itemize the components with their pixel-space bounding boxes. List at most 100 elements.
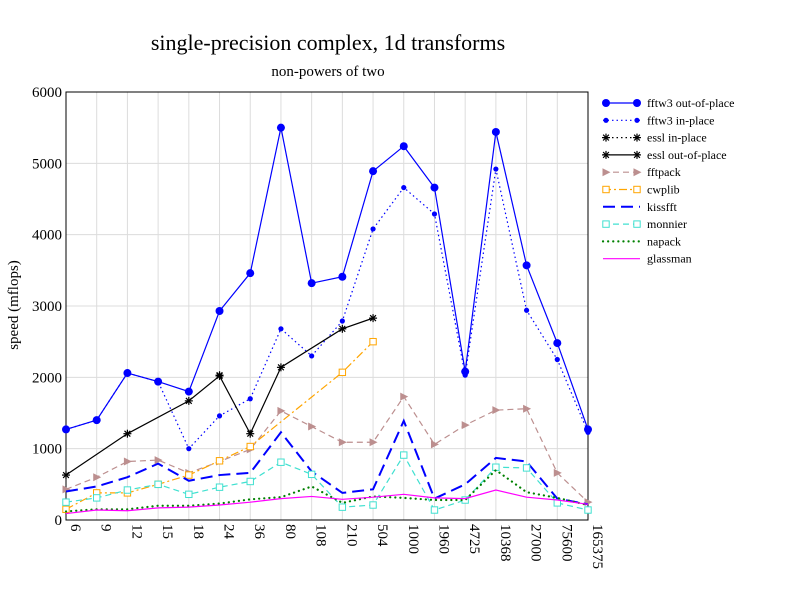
data-point <box>492 406 501 415</box>
data-point <box>369 438 378 447</box>
data-point <box>215 306 224 315</box>
data-point <box>155 379 161 385</box>
data-point <box>184 396 193 405</box>
data-point <box>633 220 641 228</box>
data-point <box>338 438 347 447</box>
data-point <box>185 471 193 479</box>
y-tick-label: 1000 <box>32 442 62 458</box>
y-axis-label: speed (mflops) <box>6 260 22 350</box>
data-point <box>276 363 285 372</box>
data-point <box>62 471 70 480</box>
x-tick-label: 75600 <box>558 524 574 562</box>
data-point <box>602 150 610 159</box>
y-tick-label: 4000 <box>32 228 62 244</box>
data-point <box>602 99 610 107</box>
data-point <box>338 272 347 281</box>
legend-label: cwplib <box>647 183 680 197</box>
data-point <box>399 142 408 151</box>
data-point <box>431 211 438 217</box>
data-point <box>553 468 562 477</box>
legend-label: essl out-of-place <box>647 148 727 162</box>
data-point <box>461 421 470 430</box>
data-point <box>215 457 224 465</box>
data-point <box>246 269 255 278</box>
data-point <box>492 463 500 471</box>
data-point <box>400 451 408 459</box>
data-point <box>123 457 132 466</box>
data-point <box>154 456 163 465</box>
data-point <box>277 406 286 415</box>
data-point <box>247 396 253 402</box>
data-point <box>602 168 611 177</box>
legend-label: monnier <box>647 217 687 231</box>
series-line <box>64 468 590 513</box>
data-point <box>369 167 378 176</box>
data-point <box>276 123 285 132</box>
data-point <box>124 370 131 376</box>
data-point <box>553 339 562 348</box>
x-tick-label: 165375 <box>589 524 605 569</box>
series-line <box>65 395 589 503</box>
data-point <box>491 127 500 136</box>
data-point <box>62 485 71 494</box>
data-point <box>308 422 317 431</box>
x-tick-label: 36 <box>251 524 267 540</box>
y-tick-label: 6000 <box>32 85 62 101</box>
data-point <box>215 483 224 491</box>
data-point <box>633 168 642 177</box>
data-point <box>493 166 499 172</box>
data-point <box>462 372 468 378</box>
x-tick-label: 80 <box>282 524 298 539</box>
data-point <box>585 429 591 435</box>
data-point <box>63 426 69 433</box>
data-point <box>634 117 640 123</box>
data-point <box>370 226 376 232</box>
x-tick-label: 9 <box>98 524 114 532</box>
data-point <box>602 185 610 194</box>
data-point <box>307 470 316 479</box>
data-point <box>633 150 641 159</box>
data-point <box>602 133 610 142</box>
y-tick-label: 0 <box>55 513 63 529</box>
data-point <box>123 486 132 494</box>
data-point <box>523 307 530 313</box>
data-point <box>93 473 102 482</box>
data-point <box>216 413 223 419</box>
data-point <box>307 279 316 288</box>
chart-title: single-precision complex, 1d transforms <box>151 30 505 55</box>
data-point <box>633 133 641 142</box>
legend-label: glassman <box>647 252 692 266</box>
legend-label: fftpack <box>647 165 681 179</box>
data-point <box>338 368 347 377</box>
data-point <box>602 220 610 228</box>
data-point <box>584 506 592 514</box>
data-point <box>430 183 439 192</box>
chart-subtitle: non-powers of two <box>271 64 384 80</box>
data-point <box>278 326 284 332</box>
data-point <box>123 429 132 438</box>
axes: 0 1000 2000 3000 4000 5000 6000 6 9 12 15 18 24 36 80 1… <box>32 85 605 569</box>
series-line <box>65 127 589 430</box>
data-point <box>186 446 192 452</box>
x-tick-label: 27000 <box>528 524 544 562</box>
data-point <box>633 185 641 194</box>
data-point <box>603 117 609 123</box>
data-point <box>246 429 255 438</box>
series-essl-out-of-place <box>62 314 378 480</box>
data-point <box>338 324 347 333</box>
data-point <box>522 464 531 472</box>
data-point <box>401 184 407 191</box>
grid <box>65 91 589 521</box>
x-tick-label: 18 <box>190 524 206 539</box>
data-point <box>185 490 193 499</box>
y-tick-label: 5000 <box>32 156 62 172</box>
data-point <box>369 314 378 323</box>
data-point <box>430 440 439 449</box>
series-fftw3-out-of-place <box>62 123 592 434</box>
series-line <box>65 489 589 515</box>
y-tick-label: 3000 <box>32 299 62 315</box>
x-tick-label: 210 <box>343 524 359 547</box>
data-point <box>246 442 254 451</box>
x-tick-label: 10368 <box>497 524 513 562</box>
data-point <box>94 417 100 423</box>
